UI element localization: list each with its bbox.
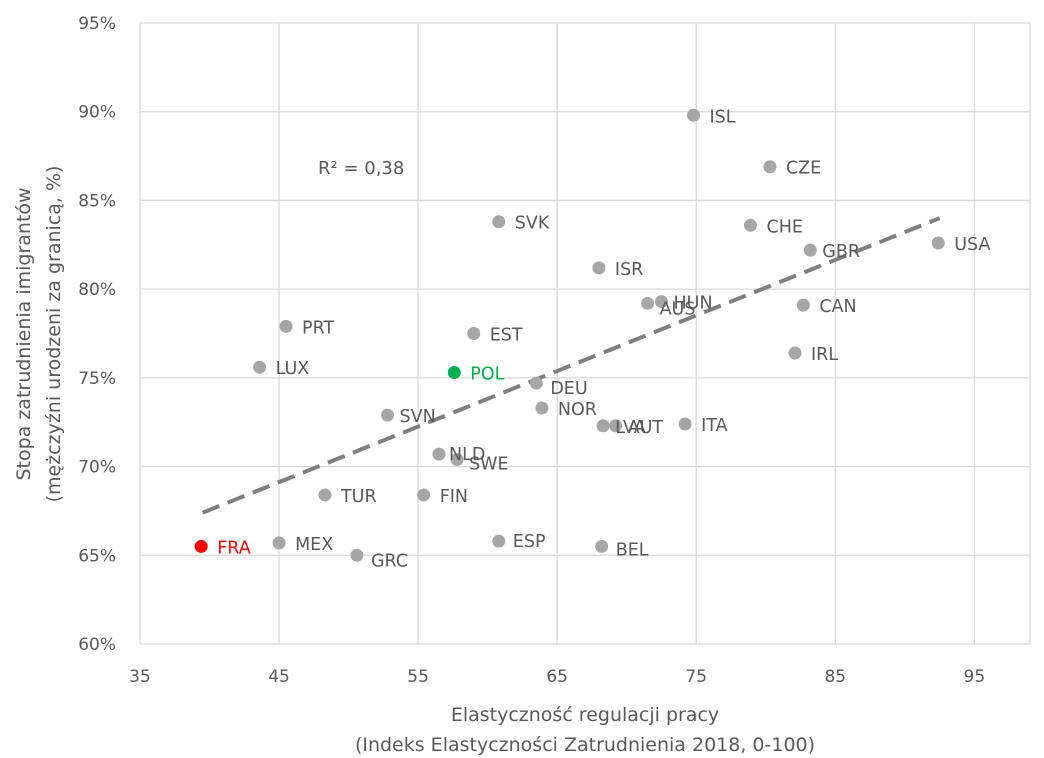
scatter-point-gbr <box>803 243 817 257</box>
grid-layer <box>139 22 1031 645</box>
point-label-est: EST <box>490 326 523 346</box>
x-tick-label: 65 <box>546 667 568 687</box>
scatter-point-svn <box>381 408 395 422</box>
scatter-point-can <box>796 298 810 312</box>
scatter-point-tur <box>318 488 332 502</box>
trendline <box>201 216 941 515</box>
scatter-point-prt <box>279 319 293 333</box>
point-label-isl: ISL <box>709 107 735 127</box>
scatter-point-mex <box>272 536 286 550</box>
scatter-point-grc <box>350 548 364 562</box>
y-tick-label: 70% <box>78 458 116 478</box>
point-label-cze: CZE <box>786 159 821 179</box>
y-axis-title: Stopa zatrudnienia imigrantów <box>13 187 35 480</box>
y-tick-label: 75% <box>78 369 116 389</box>
point-label-irl: IRL <box>811 345 838 365</box>
point-label-gbr: GBR <box>822 242 860 262</box>
point-label-fin: FIN <box>440 487 468 507</box>
point-label-isr: ISR <box>615 260 643 280</box>
x-tick-label: 55 <box>407 667 429 687</box>
scatter-point-aus <box>641 296 655 310</box>
point-label-tur: TUR <box>340 487 377 507</box>
point-label-can: CAN <box>819 297 856 317</box>
y-tick-label: 80% <box>78 280 116 300</box>
x-axis-title: Elastyczność regulacji pracy <box>451 704 719 726</box>
scatter-point-lux <box>253 360 267 374</box>
point-label-pol: POL <box>470 365 504 385</box>
point-label-lux: LUX <box>276 359 310 379</box>
scatter-point-ita <box>678 417 692 431</box>
point-label-svn: SVN <box>400 407 436 427</box>
scatter-point-fra <box>194 539 208 553</box>
trendline-layer <box>201 216 941 515</box>
points-layer <box>194 108 945 562</box>
scatter-point-svk <box>492 215 506 229</box>
scatter-point-swe <box>450 452 464 466</box>
axis-layer: 60% 65% 70% 75% 80% 85% 90% 95% 35 45 55 65 75 85 95 El… <box>13 14 985 756</box>
scatter-point-nld <box>432 447 446 461</box>
scatter-point-irl <box>788 346 802 360</box>
point-label-deu: DEU <box>550 379 587 399</box>
scatter-point-esp <box>492 534 506 548</box>
point-label-usa: USA <box>954 235 990 255</box>
point-label-esp: ESP <box>513 532 546 552</box>
x-axis-subtitle: (Indeks Elastyczności Zatrudnienia 2018,… <box>355 734 815 756</box>
scatter-point-hun <box>654 295 668 309</box>
point-label-nor: NOR <box>558 400 597 420</box>
x-tick-label: 95 <box>964 667 986 687</box>
point-label-aus: AUS <box>660 299 696 319</box>
point-label-che: CHE <box>766 217 802 237</box>
r-squared-annotation: R² = 0,38 <box>318 158 404 179</box>
scatter-point-nor <box>535 401 549 415</box>
scatter-point-lva <box>596 419 610 433</box>
x-tick-label: 85 <box>824 667 846 687</box>
scatter-point-usa <box>931 236 945 250</box>
scatter-point-aut <box>609 419 623 433</box>
point-label-nld: NLD <box>449 445 485 465</box>
y-tick-label: 90% <box>78 103 116 123</box>
scatter-point-cze <box>763 160 777 174</box>
point-label-hun: HUN <box>673 294 712 314</box>
x-tick-label: 75 <box>685 667 707 687</box>
y-tick-label: 60% <box>78 635 116 655</box>
y-tick-label: 95% <box>78 14 116 34</box>
y-tick-label: 65% <box>78 546 116 566</box>
scatter-point-isr <box>592 261 606 275</box>
point-label-svk: SVK <box>515 214 550 234</box>
scatter-point-isl <box>686 108 700 122</box>
scatter-point-pol <box>447 366 461 380</box>
point-label-bel: BEL <box>616 540 649 560</box>
x-tick-label: 45 <box>268 667 290 687</box>
point-label-aut: AUT <box>628 418 664 438</box>
point-label-fra: FRA <box>217 538 251 558</box>
scatter-point-che <box>743 218 757 232</box>
y-axis-subtitle: (mężczyźni urodzeni za granicą, %) <box>43 166 65 503</box>
scatter-point-fin <box>417 488 431 502</box>
point-label-prt: PRT <box>302 318 334 338</box>
point-label-lva: LVA <box>615 418 646 438</box>
point-label-swe: SWE <box>469 454 508 474</box>
x-tick-label: 35 <box>129 667 151 687</box>
scatter-point-deu <box>529 376 543 390</box>
y-tick-label: 85% <box>78 191 116 211</box>
point-label-mex: MEX <box>295 535 333 555</box>
point-label-ita: ITA <box>701 416 727 436</box>
scatter-point-bel <box>595 539 609 553</box>
scatter-point-est <box>467 327 481 340</box>
point-label-grc: GRC <box>371 551 408 571</box>
